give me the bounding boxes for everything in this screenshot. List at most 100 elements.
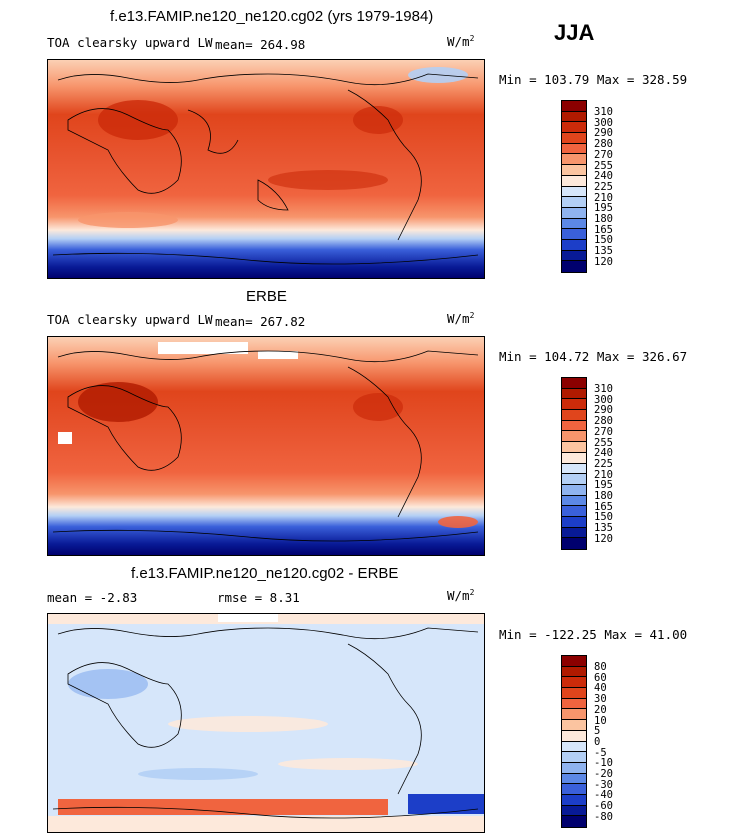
colorbar-swatch [562, 175, 586, 187]
colorbar-tick-label: 165 [594, 500, 613, 513]
colorbar-swatch [562, 698, 586, 710]
colorbar-tick-label: 310 [594, 106, 613, 118]
colorbar-tick-label: 135 [594, 522, 613, 535]
colorbar-tick-label: 165 [594, 223, 613, 236]
colorbar-tick-label: -40 [594, 789, 613, 802]
colorbar-swatch [562, 752, 586, 763]
colorbar-tick-label: 10 [594, 714, 607, 727]
colorbar-tick-label: 280 [594, 138, 613, 151]
colorbar-swatch [562, 495, 586, 507]
colorbar-swatch [562, 656, 586, 667]
colorbar-tick-label: 255 [594, 159, 613, 172]
colorbar-swatch [562, 666, 586, 678]
colorbar-tick-label: 180 [594, 213, 613, 225]
colorbar-swatch [562, 538, 586, 549]
colorbar-tick-label: 240 [594, 447, 613, 460]
colorbar-tick-label: -60 [594, 800, 613, 813]
colorbar-swatch [562, 154, 586, 166]
panel2-mean-label: mean= 267.82 [215, 314, 306, 329]
colorbar-swatch [562, 250, 586, 262]
colorbar-tick-label: 0 [594, 735, 601, 748]
panel3-units-label: W/m2 [447, 588, 475, 604]
colorbar-swatch [562, 794, 586, 806]
panel2-minmax-label: Min = 104.72 Max = 326.67 [499, 349, 688, 364]
colorbar-swatch [562, 111, 586, 123]
panel1-variable-label: TOA clearsky upward LW [47, 35, 213, 50]
colorbar-swatch [562, 122, 586, 134]
colorbar-tick-label: 270 [594, 425, 613, 438]
colorbar-tick-label: -10 [594, 757, 613, 770]
colorbar-swatch [562, 677, 586, 689]
panel2-colorbar [561, 377, 587, 550]
colorbar-swatch [562, 410, 586, 421]
colorbar-swatch [562, 709, 586, 721]
colorbar-swatch [562, 101, 586, 112]
colorbar-swatch [562, 730, 586, 742]
colorbar-tick-label: 225 [594, 180, 613, 193]
colorbar-tick-label: 40 [594, 682, 607, 695]
colorbar-swatch [562, 143, 586, 155]
colorbar-swatch [562, 239, 586, 251]
colorbar-tick-label: 150 [594, 234, 613, 247]
colorbar-tick-label: 120 [594, 532, 613, 545]
colorbar-tick-label: 290 [594, 127, 613, 140]
colorbar-tick-label: 30 [594, 693, 607, 706]
colorbar-tick-label: 270 [594, 148, 613, 161]
colorbar-tick-label: 80 [594, 661, 607, 673]
colorbar-tick-label: 195 [594, 479, 613, 492]
colorbar-swatch [562, 261, 586, 272]
panel2-header: ERBE [246, 288, 287, 305]
panel1-minmax-label: Min = 103.79 Max = 328.59 [499, 72, 688, 87]
colorbar-tick-label: 290 [594, 404, 613, 417]
panel2-units-label: W/m2 [447, 311, 475, 327]
colorbar-tick-label: 210 [594, 191, 613, 204]
panel3-colorbar [561, 655, 587, 828]
main-title: f.e13.FAMIP.ne120_ne120.cg02 (yrs 1979-1… [110, 8, 434, 25]
colorbar-swatch [562, 452, 586, 464]
panel1-colorbar [561, 100, 587, 273]
panel2-variable-label: TOA clearsky upward LW [47, 312, 213, 327]
colorbar-swatch [562, 388, 586, 400]
colorbar-tick-label: -30 [594, 778, 613, 791]
colorbar-swatch [562, 133, 586, 144]
colorbar-swatch [562, 420, 586, 432]
colorbar-swatch [562, 784, 586, 795]
colorbar-swatch [562, 229, 586, 240]
colorbar-swatch [562, 399, 586, 411]
colorbar-swatch [562, 218, 586, 230]
colorbar-tick-label: 300 [594, 116, 613, 129]
colorbar-tick-label: 240 [594, 170, 613, 183]
colorbar-swatch [562, 431, 586, 443]
season-label: JJA [554, 20, 595, 45]
panel1-mean-label: mean= 264.98 [215, 37, 306, 52]
colorbar-swatch [562, 688, 586, 699]
colorbar-swatch [562, 516, 586, 528]
colorbar-tick-label: 255 [594, 436, 613, 449]
colorbar-tick-label: 150 [594, 511, 613, 524]
colorbar-swatch [562, 506, 586, 517]
panel2-map [47, 336, 485, 556]
colorbar-tick-label: 5 [594, 725, 601, 738]
colorbar-tick-label: 310 [594, 383, 613, 395]
panel1-map [47, 59, 485, 279]
colorbar-swatch [562, 207, 586, 219]
colorbar-swatch [562, 442, 586, 453]
colorbar-tick-label: 60 [594, 671, 607, 684]
colorbar-tick-label: 210 [594, 468, 613, 481]
panel1-units-label: W/m2 [447, 34, 475, 50]
colorbar-swatch [562, 378, 586, 389]
panel3-map [47, 613, 485, 833]
colorbar-swatch [562, 805, 586, 817]
colorbar-swatch [562, 527, 586, 539]
colorbar-tick-label: 120 [594, 255, 613, 268]
colorbar-tick-label: 280 [594, 415, 613, 428]
colorbar-tick-label: 180 [594, 490, 613, 502]
colorbar-tick-label: 300 [594, 393, 613, 406]
colorbar-swatch [562, 463, 586, 475]
colorbar-tick-label: -80 [594, 810, 613, 823]
colorbar-tick-label: -5 [594, 746, 607, 759]
panel3-minmax-label: Min = -122.25 Max = 41.00 [499, 627, 688, 642]
colorbar-swatch [562, 197, 586, 208]
panel3-header: f.e13.FAMIP.ne120_ne120.cg02 - ERBE [131, 565, 399, 582]
colorbar-swatch [562, 816, 586, 827]
